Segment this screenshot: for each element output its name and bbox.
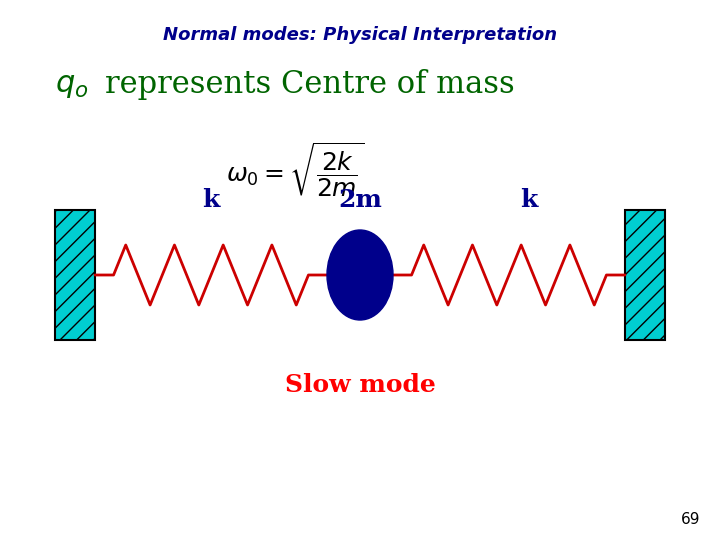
Bar [55,210,95,340]
Text: $q_o$: $q_o$ [55,70,89,100]
Text: k: k [202,188,220,212]
Text: 69: 69 [680,512,700,528]
Text: Normal modes: Physical Interpretation: Normal modes: Physical Interpretation [163,26,557,44]
Ellipse shape [327,230,393,320]
Text: $\omega_0 = \sqrt{\dfrac{2k}{2m}}$: $\omega_0 = \sqrt{\dfrac{2k}{2m}}$ [226,141,364,199]
Text: Slow mode: Slow mode [284,373,436,397]
Bar [625,210,665,340]
Text: represents Centre of mass: represents Centre of mass [105,70,515,100]
Text: k: k [521,188,538,212]
Text: 2m: 2m [338,188,382,212]
